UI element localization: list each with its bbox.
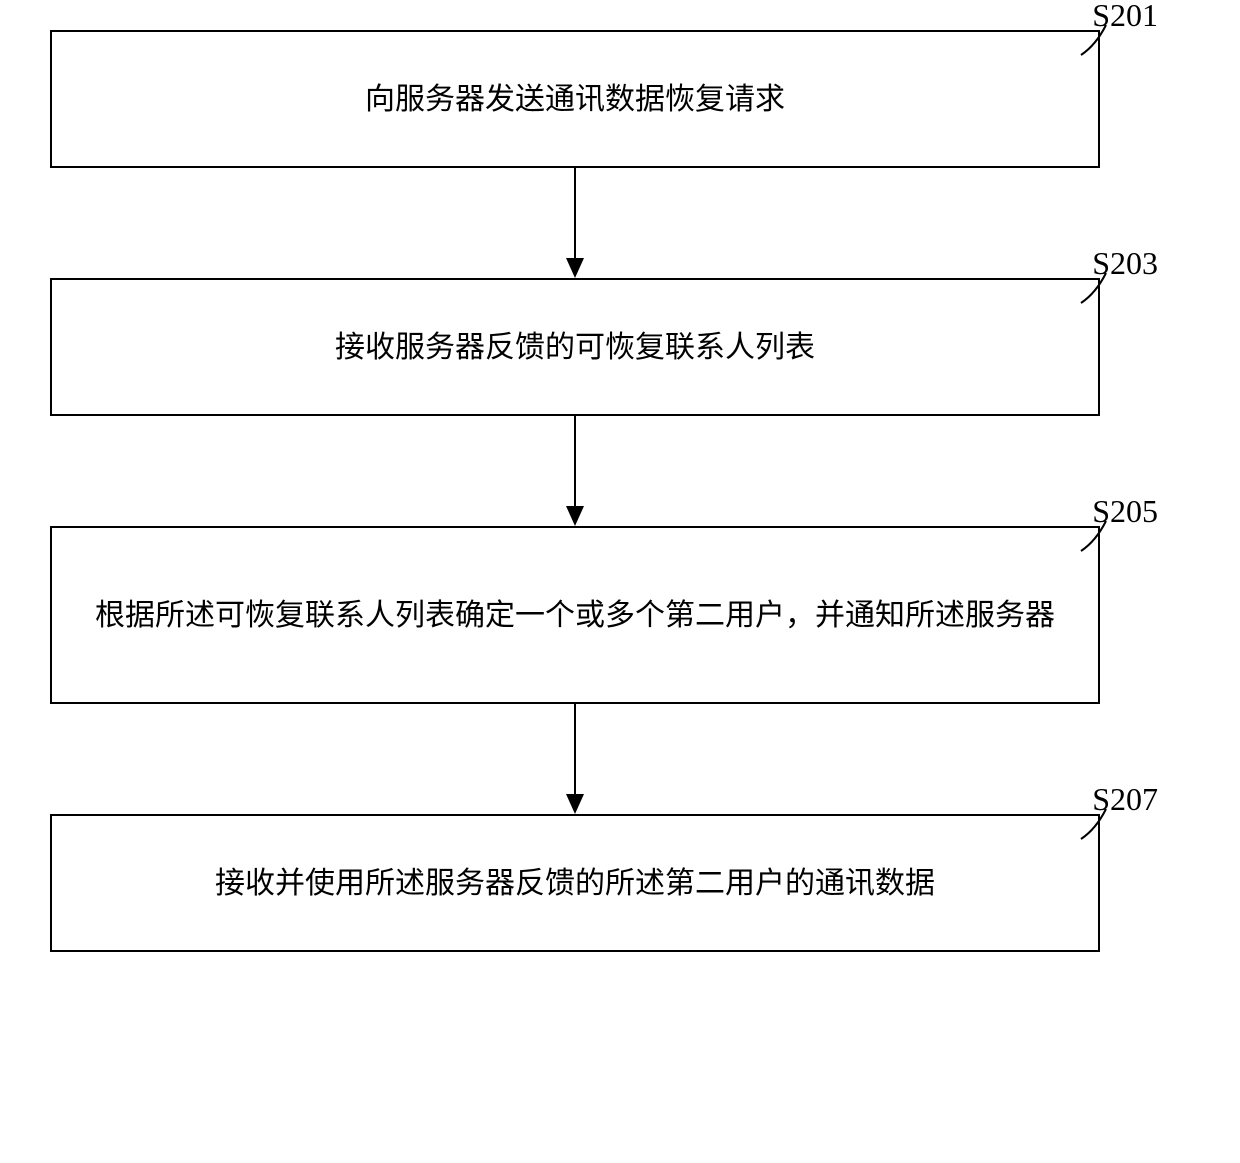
- step-label-1: S201: [1092, 0, 1158, 34]
- step-label-3: S205: [1092, 493, 1158, 530]
- step-wrapper-3: 根据所述可恢复联系人列表确定一个或多个第二用户，并通知所述服务器 S205: [50, 526, 1190, 704]
- arrow-connector-2: [50, 416, 1100, 526]
- step-text-1: 向服务器发送通讯数据恢复请求: [365, 77, 785, 122]
- arrow-down-icon: [560, 168, 590, 278]
- arrow-down-icon: [560, 704, 590, 814]
- step-box-4: 接收并使用所述服务器反馈的所述第二用户的通讯数据 S207: [50, 814, 1100, 952]
- arrow-connector-1: [50, 168, 1100, 278]
- step-wrapper-1: 向服务器发送通讯数据恢复请求 S201: [50, 30, 1190, 168]
- arrow-down-icon: [560, 416, 590, 526]
- flowchart-container: 向服务器发送通讯数据恢复请求 S201 接收服务器反馈的可恢复联系人列表 S20…: [50, 30, 1190, 952]
- step-text-2: 接收服务器反馈的可恢复联系人列表: [335, 325, 815, 370]
- step-text-4: 接收并使用所述服务器反馈的所述第二用户的通讯数据: [215, 861, 935, 906]
- step-label-4: S207: [1092, 781, 1158, 818]
- arrow-connector-3: [50, 704, 1100, 814]
- step-wrapper-2: 接收服务器反馈的可恢复联系人列表 S203: [50, 278, 1190, 416]
- step-wrapper-4: 接收并使用所述服务器反馈的所述第二用户的通讯数据 S207: [50, 814, 1190, 952]
- step-text-3: 根据所述可恢复联系人列表确定一个或多个第二用户，并通知所述服务器: [95, 593, 1055, 638]
- step-box-1: 向服务器发送通讯数据恢复请求 S201: [50, 30, 1100, 168]
- step-box-3: 根据所述可恢复联系人列表确定一个或多个第二用户，并通知所述服务器 S205: [50, 526, 1100, 704]
- step-label-2: S203: [1092, 245, 1158, 282]
- step-box-2: 接收服务器反馈的可恢复联系人列表 S203: [50, 278, 1100, 416]
